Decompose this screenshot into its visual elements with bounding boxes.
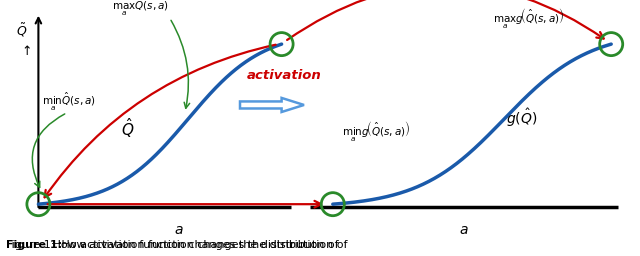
- Text: $\min_a g\!\left(\hat{Q}(s,a)\right)$: $\min_a g\!\left(\hat{Q}(s,a)\right)$: [342, 120, 411, 144]
- Text: Figure 1:  How activation function changes the distribution of: Figure 1: How activation function change…: [6, 240, 348, 250]
- Text: $a$: $a$: [460, 223, 468, 237]
- Text: Figure 1:: Figure 1:: [6, 240, 63, 250]
- Text: activation: activation: [246, 69, 321, 82]
- Text: $\hat{Q}$: $\hat{Q}$: [122, 116, 134, 140]
- Text: $\tilde{Q}$: $\tilde{Q}$: [16, 22, 28, 39]
- Text: $\max_a \hat{Q}(s,a)$: $\max_a \hat{Q}(s,a)$: [112, 0, 170, 18]
- Text: $\uparrow$: $\uparrow$: [19, 44, 32, 58]
- Text: $\max_a g\!\left(\hat{Q}(s,a)\right)$: $\max_a g\!\left(\hat{Q}(s,a)\right)$: [493, 7, 564, 31]
- Text: How activation function changes the distribution of: How activation function changes the dist…: [49, 240, 339, 250]
- Text: $\min_a \hat{Q}(s,a)$: $\min_a \hat{Q}(s,a)$: [42, 90, 95, 113]
- Text: $a$: $a$: [175, 223, 184, 237]
- Text: $g(\hat{Q})$: $g(\hat{Q})$: [506, 107, 537, 129]
- Polygon shape: [240, 98, 304, 112]
